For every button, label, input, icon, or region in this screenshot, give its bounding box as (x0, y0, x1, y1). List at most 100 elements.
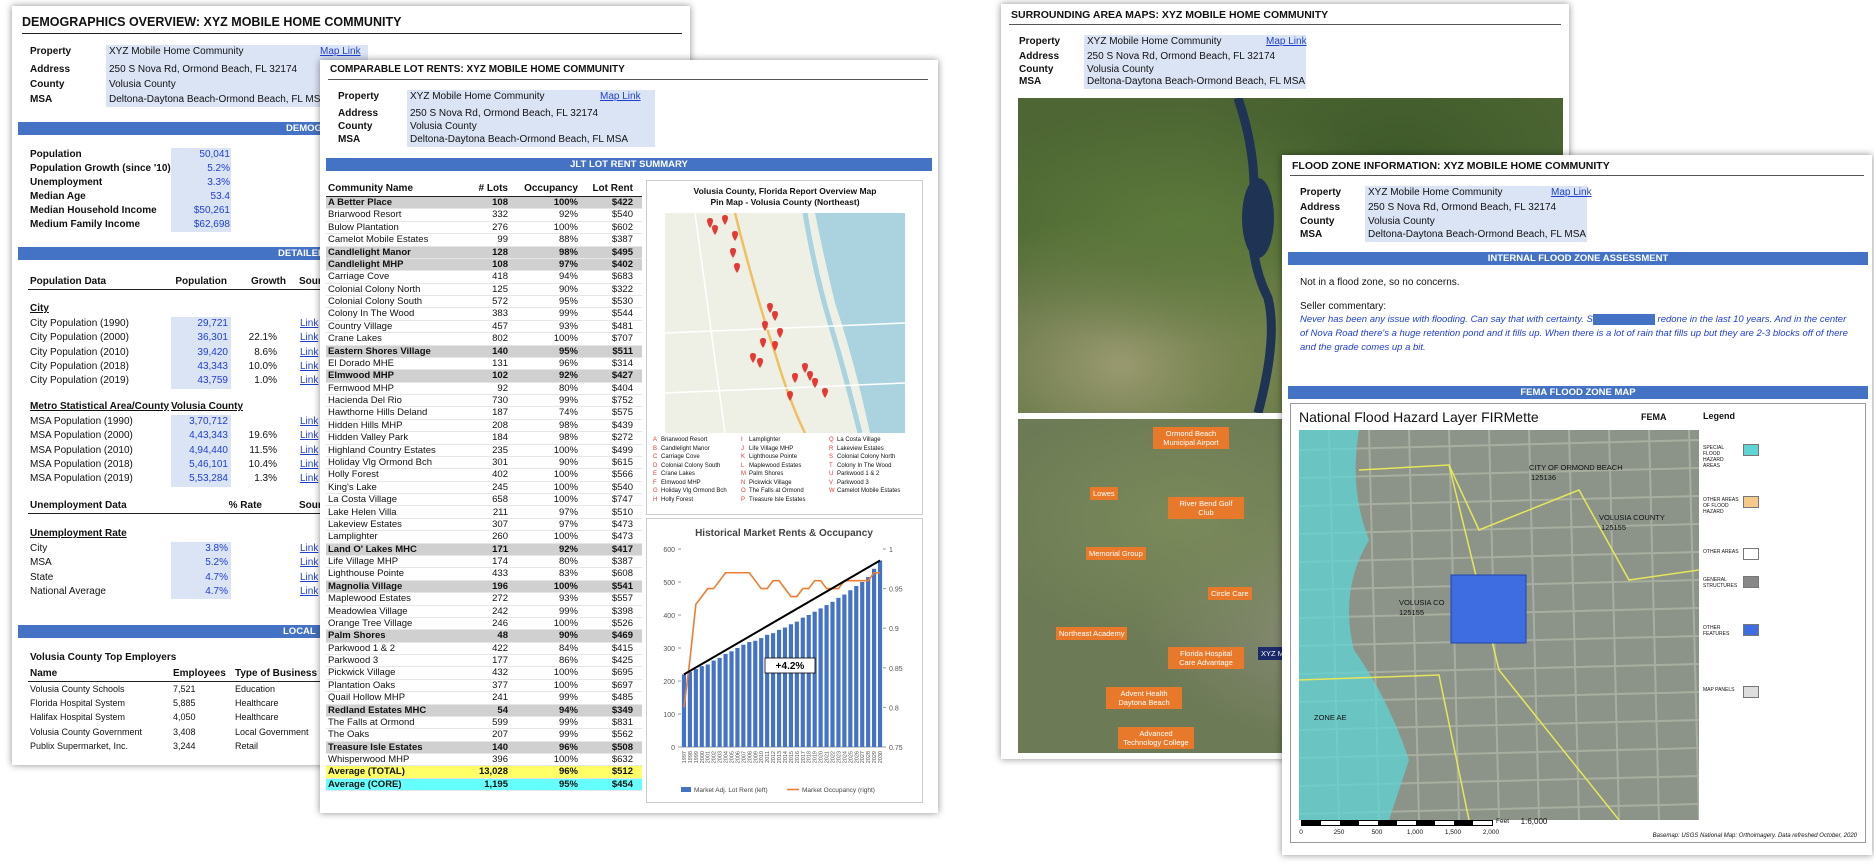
source-link[interactable]: Link (300, 473, 319, 485)
info-value: 250 S Nova Rd, Ormond Beach, FL 32174 (109, 64, 298, 75)
employer-cell: Healthcare (235, 712, 279, 723)
table-row (326, 209, 642, 222)
table-cell: Redland Estates MHC (328, 704, 427, 716)
table-cell: Camelot Mobile Estates (328, 234, 429, 246)
section-title: Volusia County Top Employers (30, 652, 177, 663)
source-link[interactable]: Link (300, 585, 319, 597)
table-row (326, 506, 642, 519)
source-link[interactable]: Link (300, 346, 319, 358)
map-link[interactable]: Map Link (600, 91, 641, 102)
x-tick-label: 2011 (765, 751, 771, 763)
table-cell: The Falls at Ormond (328, 716, 415, 728)
table-cell: Crane Lakes (328, 333, 382, 345)
legend-letter: K (741, 454, 746, 460)
legend-name: The Falls at Ormond (749, 488, 804, 494)
legend-name: Treasure Isle Estates (749, 496, 806, 503)
legend-title: Legend (1703, 411, 1736, 421)
info-value: 250 S Nova Rd, Ormond Beach, FL 32174 (1087, 51, 1276, 62)
table-cell: $508 (611, 741, 633, 753)
map-label: 125155 (1601, 523, 1626, 532)
table-cell: $404 (611, 382, 633, 394)
map-pin (767, 303, 773, 313)
row-label: MSA Population (2000) (30, 430, 133, 442)
table-cell: 99% (558, 716, 578, 728)
x-tick-label: 2018 (807, 751, 813, 763)
table-cell: 177 (492, 655, 508, 667)
source-link[interactable]: Link (300, 571, 319, 583)
y-tick-label: 100 (663, 712, 675, 719)
stat-background (171, 148, 231, 232)
row-label: City Population (2019) (30, 375, 129, 387)
employer-cell: Retail (235, 740, 259, 751)
table-cell: 99% (558, 308, 578, 320)
table-cell: 211 (492, 506, 508, 518)
bar (824, 605, 829, 747)
row-value: 4.7% (205, 585, 228, 597)
x-tick-label: 1997 (682, 751, 688, 763)
source-link[interactable]: Link (300, 318, 319, 329)
table-cell: $387 (611, 234, 633, 246)
table-cell: 96% (558, 357, 578, 369)
map-link[interactable]: Map Link (1266, 36, 1307, 47)
table-cell: Life Village MHP (328, 556, 399, 568)
employer-cell: Volusia County Schools (30, 684, 125, 694)
y-tick-label: 300 (663, 646, 675, 653)
legend-name: Elmwood MHP (661, 479, 701, 486)
map-label: ZONE AE (1314, 713, 1347, 722)
map-label: 125136 (1531, 473, 1556, 482)
table-cell: 48 (497, 630, 508, 642)
x-tick-label: 2023 (836, 751, 842, 763)
table-cell: 80% (558, 382, 578, 394)
table-cell: 246 (492, 617, 508, 629)
lake (1242, 178, 1274, 258)
rent-chart: Historical Market Rents & Occupancy 0 100 2… (663, 528, 902, 794)
table-cell: 276 (492, 221, 508, 233)
source-link[interactable]: Link (300, 430, 319, 442)
table-cell: 90% (558, 630, 578, 642)
source-link[interactable]: Link (300, 375, 319, 387)
table-row (326, 655, 642, 668)
scale-tick: 500 (1371, 829, 1383, 836)
source-link[interactable]: Link (300, 458, 319, 470)
table-cell: 97% (558, 258, 578, 270)
source-link[interactable]: Link (300, 557, 319, 569)
row-label: City Population (1990) (30, 318, 129, 329)
source-link[interactable]: Link (300, 444, 319, 456)
stat-value: $50,261 (193, 205, 230, 216)
source-link[interactable]: Link (300, 360, 319, 372)
table-cell: 402 (492, 469, 508, 481)
table-cell: 100% (553, 580, 578, 592)
table-cell: 99% (558, 605, 578, 617)
source-link[interactable]: Link (300, 332, 319, 344)
row-growth: 11.5% (249, 444, 277, 456)
bar (765, 634, 770, 747)
table-cell: Colony In The Wood (328, 308, 415, 320)
table-cell: El Dorado MHE (328, 357, 394, 369)
map-link[interactable]: Map Link (320, 46, 361, 57)
table-cell: $683 (611, 271, 633, 283)
rule (328, 79, 928, 80)
map-link[interactable]: Map Link (1551, 187, 1592, 198)
x-tick-label: 2014 (783, 751, 789, 763)
info-value: Deltona-Daytona Beach-Ormond Beach, FL M… (109, 94, 328, 105)
row-label: MSA Population (2010) (30, 444, 133, 456)
employer-cell: Healthcare (235, 698, 279, 709)
row-value: 4,94,440 (189, 444, 228, 456)
table-cell: 97% (558, 518, 578, 530)
x-tick-label: 2016 (795, 751, 801, 763)
table-row (326, 234, 642, 247)
legend-name: Lakeview Estates (837, 445, 884, 452)
employer-cell: Halifax Hospital System (30, 712, 126, 723)
table-cell: $697 (611, 679, 633, 691)
table-cell: 260 (492, 531, 508, 543)
legend-letter: Q (829, 437, 834, 443)
table-row (326, 444, 642, 457)
y-tick-label: 400 (663, 613, 675, 620)
x-tick-label: 2027 (860, 751, 866, 763)
table-header: Lot Rent (592, 183, 633, 194)
table-cell: $562 (611, 729, 633, 741)
table-cell: 96% (558, 766, 578, 778)
source-link[interactable]: Link (300, 416, 319, 427)
table-cell: $425 (611, 655, 633, 667)
source-link[interactable]: Link (300, 543, 319, 554)
